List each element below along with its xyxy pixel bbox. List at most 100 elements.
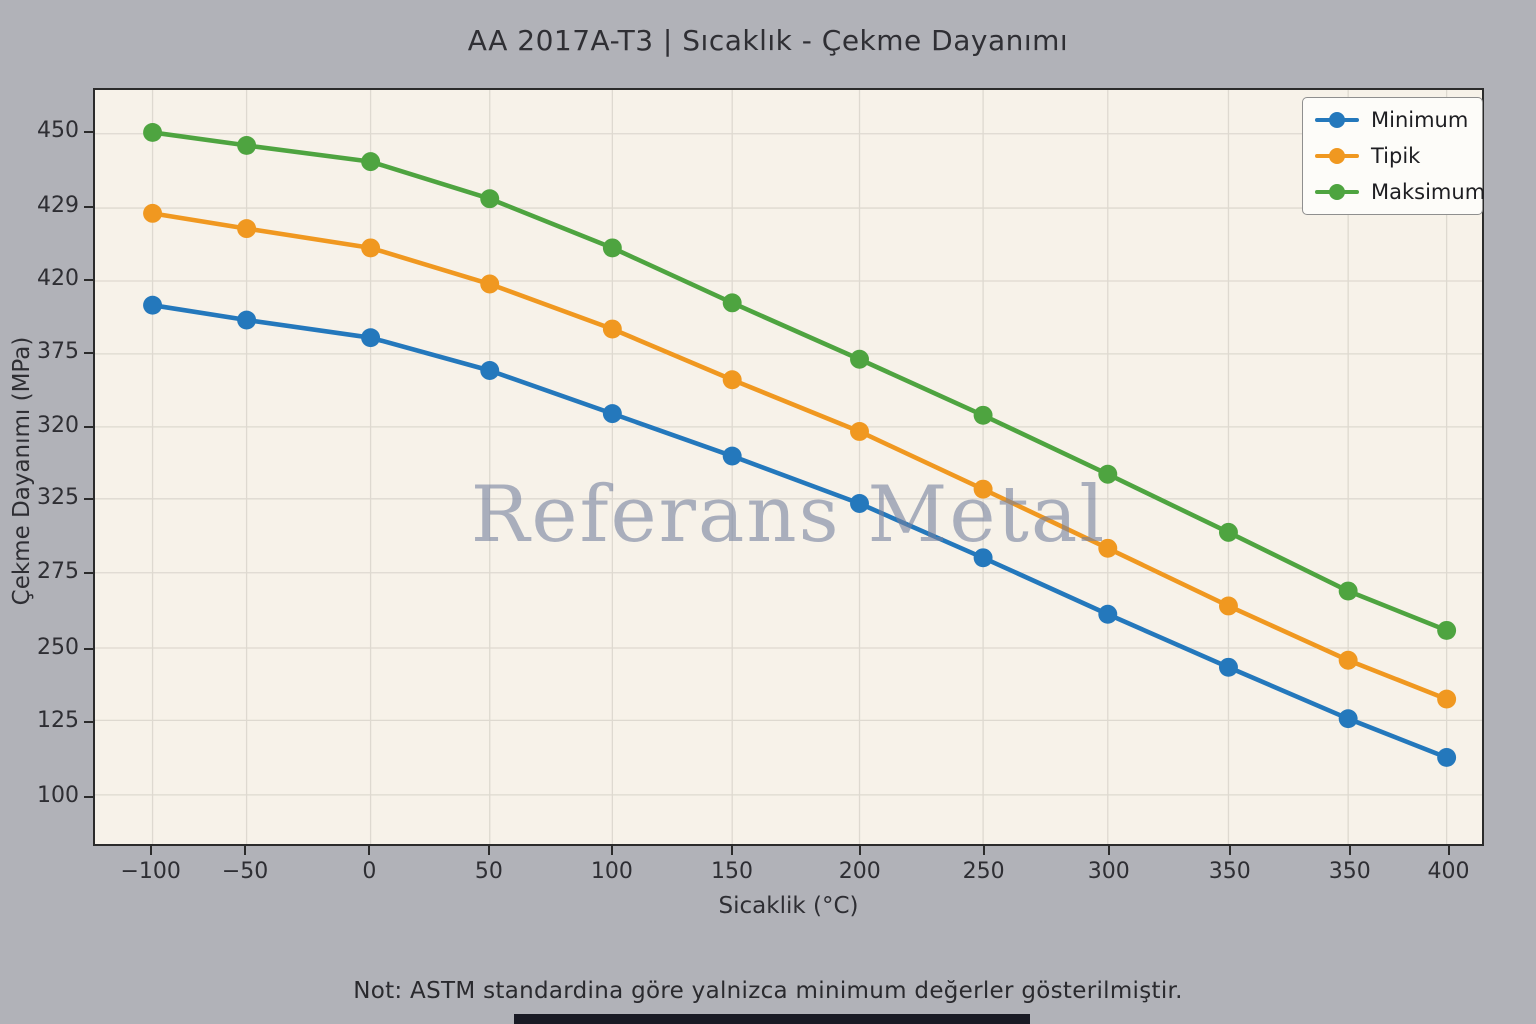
data-point-minimum [1098, 604, 1118, 624]
plot-area [93, 88, 1484, 846]
y-tick-mark [84, 279, 93, 281]
x-tick-label: 400 [1427, 859, 1470, 884]
data-point-minimum [237, 310, 257, 330]
y-tick-label: 325 [37, 484, 79, 510]
y-tick-label: 429 [37, 192, 79, 218]
series-line-minimum [150, 302, 1449, 760]
y-tick-label: 125 [37, 707, 79, 733]
data-point-maksimum [1338, 581, 1358, 601]
data-point-tipik [1338, 650, 1358, 670]
x-tick-mark [610, 846, 613, 855]
data-point-minimum [143, 295, 163, 315]
data-point-maksimum [1437, 620, 1457, 640]
y-tick-label: 275 [37, 559, 79, 585]
data-point-minimum [361, 328, 381, 348]
x-tick-label: 250 [962, 859, 1005, 884]
series-line-tipik [150, 211, 1449, 702]
data-point-tipik [1218, 596, 1238, 616]
legend-label: Tipik [1371, 144, 1421, 168]
legend-swatch-line [1315, 148, 1359, 164]
legend-label: Minimum [1371, 108, 1469, 132]
data-point-tipik [1437, 689, 1457, 709]
y-tick-label: 250 [37, 634, 79, 660]
x-tick-mark [368, 846, 371, 855]
data-point-minimum [850, 494, 869, 513]
data-point-tipik [850, 422, 869, 441]
data-point-tipik [973, 479, 993, 499]
data-point-maksimum [602, 238, 622, 258]
y-tick-label: 420 [37, 266, 79, 291]
footnote-text: Not: ASTM standardina göre yalnizca mini… [353, 978, 1183, 1004]
data-point-maksimum [973, 405, 993, 425]
data-point-maksimum [143, 123, 163, 142]
data-point-maksimum [1098, 464, 1118, 484]
x-tick-label: 100 [590, 859, 633, 884]
data-point-minimum [973, 548, 993, 568]
legend-swatch-dot [1329, 148, 1345, 164]
data-point-tipik [237, 219, 257, 239]
x-tick-mark [244, 846, 247, 855]
x-tick-label: −100 [120, 859, 181, 884]
y-tick-mark [84, 425, 93, 428]
y-tick-mark [84, 497, 93, 500]
x-tick-label: 0 [362, 859, 377, 884]
x-tick-mark [1348, 846, 1351, 855]
legend-swatch-dot [1329, 112, 1345, 128]
x-tick-mark [487, 846, 490, 855]
data-point-tipik [602, 319, 622, 339]
x-tick-label: 200 [838, 859, 881, 884]
y-tick-mark [84, 720, 93, 723]
x-tick-mark [731, 846, 734, 855]
chart-title: AA 2017A-T3 | Sıcaklık - Çekme Dayanımı [467, 24, 1069, 57]
data-point-tipik [480, 274, 500, 294]
legend-item-minimum: Minimum [1315, 108, 1470, 132]
data-point-minimum [1437, 747, 1457, 767]
data-point-minimum [480, 361, 500, 380]
data-point-minimum [722, 446, 742, 466]
data-point-maksimum [480, 189, 500, 209]
series-line-maksimum [150, 130, 1449, 633]
data-point-maksimum [1218, 522, 1238, 542]
x-tick-mark [149, 846, 152, 855]
x-tick-label: 50 [474, 859, 503, 884]
x-tick-label: −50 [221, 859, 269, 884]
data-point-minimum [602, 404, 622, 424]
data-point-maksimum [361, 152, 381, 172]
legend-swatch-line [1315, 184, 1359, 200]
legend-item-tipik: Tipik [1315, 144, 1470, 168]
data-point-minimum [1338, 709, 1358, 729]
y-axis-label: Çekme Dayanımı (MPa) [9, 336, 35, 606]
legend-swatch-dot [1329, 184, 1345, 200]
x-tick-label: 350 [1328, 859, 1371, 884]
data-point-tipik [1098, 538, 1118, 558]
x-tick-mark [1447, 846, 1450, 855]
data-point-tipik [361, 238, 381, 258]
x-tick-mark [1107, 846, 1110, 855]
x-tick-mark [858, 846, 861, 855]
y-tick-mark [84, 205, 93, 208]
legend-swatch-line [1315, 112, 1359, 128]
x-tick-label: 150 [711, 859, 754, 884]
legend-item-maksimum: Maksimum [1315, 180, 1485, 204]
y-tick-label: 100 [37, 782, 79, 808]
y-tick-mark [84, 795, 93, 798]
x-tick-label: 300 [1087, 859, 1130, 884]
y-tick-mark [84, 130, 93, 133]
x-axis-label: Sicaklik (°C) [718, 893, 859, 919]
y-tick-label: 320 [37, 412, 79, 438]
data-point-maksimum [850, 349, 869, 369]
data-point-maksimum [237, 135, 257, 155]
plot-canvas [95, 90, 1482, 844]
data-point-tipik [143, 203, 163, 223]
data-point-minimum [1218, 657, 1238, 677]
data-point-maksimum [722, 293, 742, 313]
y-tick-label: 450 [37, 117, 79, 143]
y-tick-mark [84, 572, 93, 575]
x-tick-mark [982, 846, 985, 855]
y-tick-mark [84, 647, 93, 650]
legend-box: Minimum Tipik Maksimum [1302, 97, 1485, 215]
legend-label: Maksimum [1371, 180, 1486, 204]
data-point-tipik [722, 370, 742, 390]
x-tick-label: 350 [1208, 859, 1251, 884]
